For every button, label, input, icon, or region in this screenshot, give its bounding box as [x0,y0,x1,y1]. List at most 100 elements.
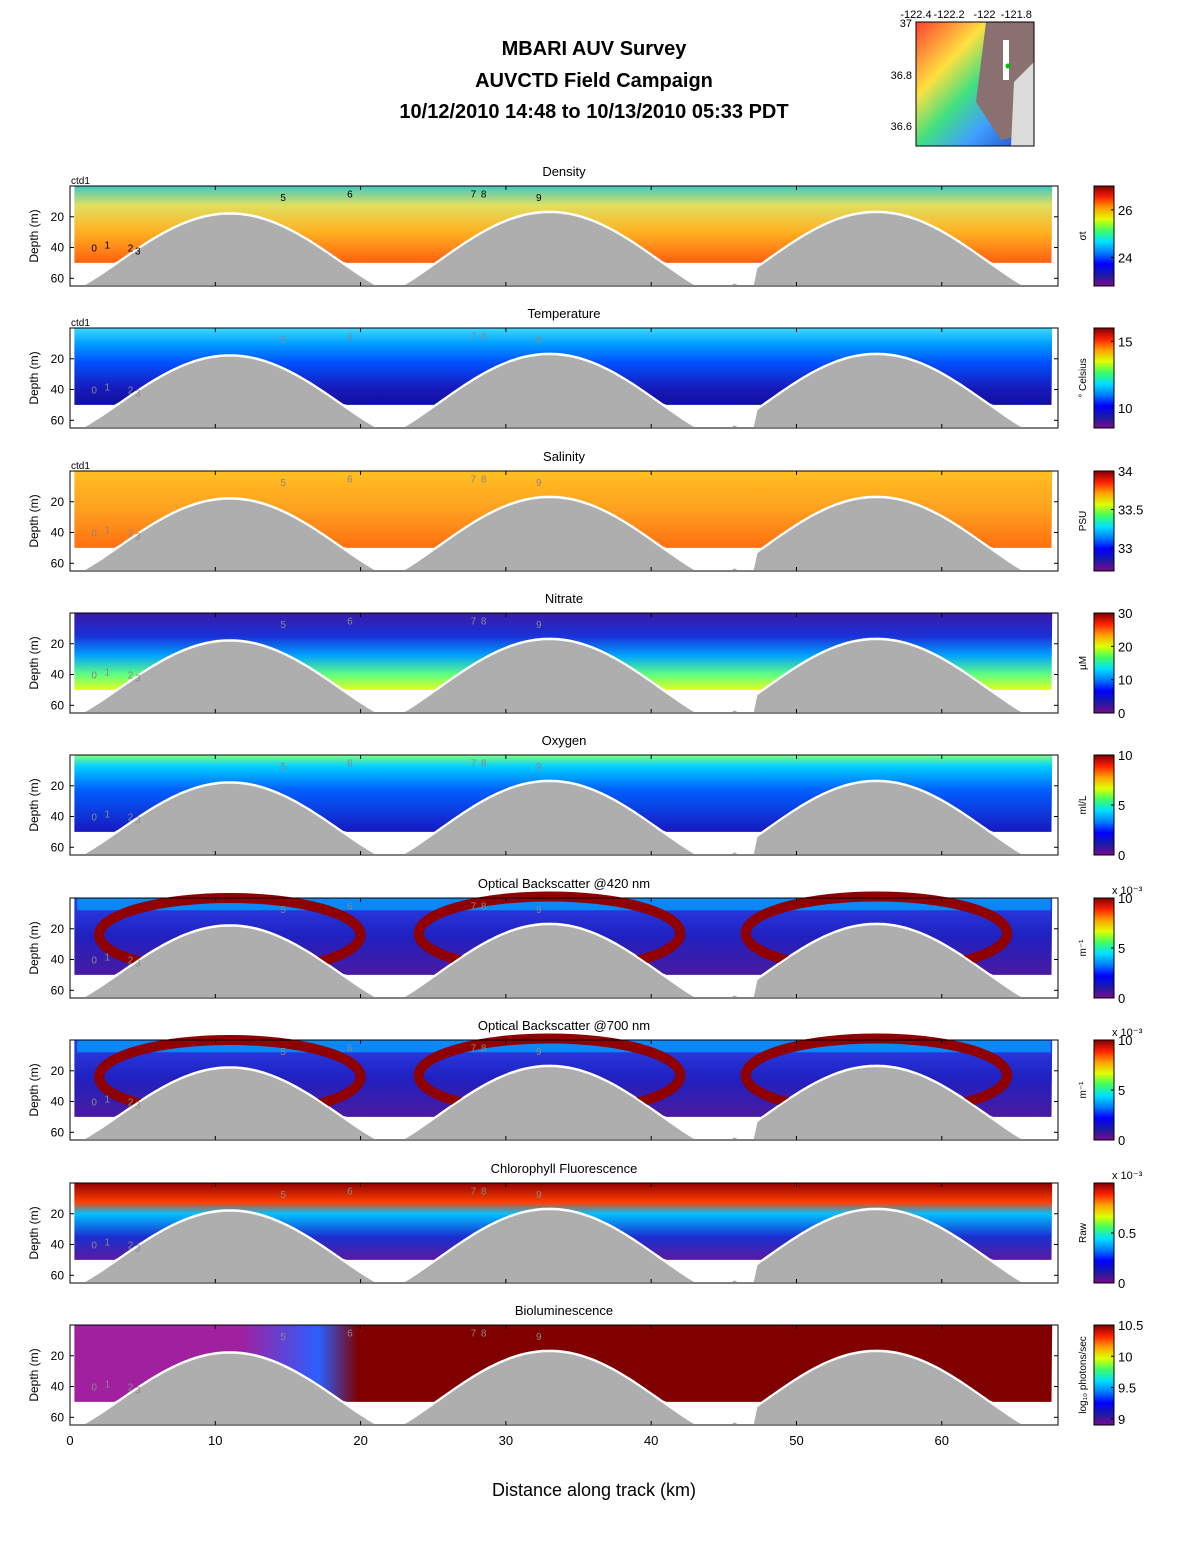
panel-title: Temperature [528,306,601,321]
y-tick-label: 20 [51,637,65,651]
profile-label: 5 [280,762,286,773]
profile-label: 9 [536,905,542,916]
y-tick-label: 40 [51,1095,65,1109]
colorbar-tick-label: 33.5 [1118,502,1143,517]
lat-tick-label: 36.6 [891,121,912,133]
profile-label: 5 [280,1190,286,1201]
y-tick-label: 60 [51,413,65,427]
profile-label: 8 [481,759,487,770]
colorbar-label: ° Celsius [1078,358,1089,398]
panel-title: Nitrate [545,591,583,606]
colorbar-tick-label: 30 [1118,606,1132,621]
profile-label: 1 [105,525,111,536]
profile-label: 6 [347,1187,353,1198]
profile-label: 6 [347,332,353,343]
profile-label: 7 [471,332,477,343]
data-field [74,755,1053,832]
profile-label: 0 [91,529,97,540]
profile-label: 7 [471,475,477,486]
y-tick-label: 60 [51,1125,65,1139]
colorbar-exponent: x 10⁻³ [1112,1170,1143,1182]
colorbar-label: log₁₀ photons/sec [1078,1336,1089,1414]
profile-label: 0 [91,1241,97,1252]
y-axis-label: Depth (m) [27,1206,41,1259]
profile-label: 7 [471,1329,477,1340]
profile-label: 3 [135,959,141,970]
profile-label: 8 [481,1044,487,1055]
x-tick-label: 50 [789,1433,803,1448]
y-axis-label: Depth (m) [27,209,41,262]
bathymetry [70,496,1058,572]
profile-label: ctd1 [71,318,90,329]
profile-label: 5 [280,193,286,204]
y-tick-label: 60 [51,1410,65,1424]
plot-frame [69,1324,1059,1426]
colorbar-tick-label: 33 [1118,541,1132,556]
y-tick-label: 40 [51,810,65,824]
profile-label: 8 [481,1329,487,1340]
colorbar-tick-label: 34 [1118,464,1132,479]
colorbar-tick-label: 0.5 [1118,1226,1136,1241]
panel-1: Density 20 40 60 Depth (m) ctd1 0 1 2 3 5 6 7 8 9 26 24 σ… [27,164,1132,287]
y-axis-label: Depth (m) [27,1063,41,1116]
profile-label: 8 [481,475,487,486]
y-tick-label: 60 [51,1268,65,1282]
bathymetry [70,353,1058,429]
y-tick-label: 60 [51,271,65,285]
colorbar-tick-label: 0 [1118,1276,1125,1291]
y-tick-label: 40 [51,1238,65,1252]
lon-tick-label: -121.8 [1001,9,1032,21]
plot-frame [69,185,1059,287]
colorbar-label: ml/L [1078,795,1089,814]
colorbar-label: Raw [1078,1222,1089,1243]
profile-label: 1 [105,382,111,393]
y-axis-label: Depth (m) [27,351,41,404]
panel-title: Oxygen [542,733,587,748]
profile-label: 2 [128,1098,134,1109]
lon-tick-label: -122 [973,9,995,21]
profile-label: 9 [536,1332,542,1343]
profile-label: 2 [128,386,134,397]
y-tick-label: 40 [51,526,65,540]
profile-label: 7 [471,1044,477,1055]
profile-label: 3 [135,247,141,258]
colorbar-label: σt [1078,231,1089,240]
colorbar-tick-label: 10 [1118,1349,1132,1364]
y-axis-label: Depth (m) [27,778,41,831]
colorbar-tick-label: 24 [1118,250,1132,265]
colorbar: 26 24 σt [1078,185,1132,287]
colorbar-tick-label: 0 [1118,1133,1125,1148]
map-inset: -122.4 -122.2 -122 -121.8 37 36.8 36.6 [891,9,1035,147]
y-tick-label: 20 [51,1064,65,1078]
map-frame [915,21,1035,147]
colorbar-tick-label: 5 [1118,798,1125,813]
colorbar-tick-label: 0 [1118,991,1125,1006]
profile-label: 6 [347,475,353,486]
profile-label: 2 [128,244,134,255]
figure-subtitle: AUVCTD Field Campaign [475,70,713,92]
data-field [74,613,1053,690]
profile-label: 9 [536,1047,542,1058]
figure-title: MBARI AUV Survey [501,38,687,60]
profile-label: 9 [536,335,542,346]
plot-frame [69,470,1059,572]
data-field [74,1183,1053,1260]
colorbar: 10 5 0 m⁻¹ x 10⁻³ [1078,1027,1143,1148]
profile-label: 8 [481,1187,487,1198]
panel-title: Salinity [543,449,585,464]
colorbar-label: m⁻¹ [1078,1081,1089,1099]
bathymetry [70,211,1058,287]
profile-label: 2 [128,813,134,824]
x-tick-label: 60 [935,1433,949,1448]
profile-label: 7 [471,190,477,201]
profile-label: 3 [135,1386,141,1397]
colorbar-tick-label: 9.5 [1118,1381,1136,1396]
profile-label: ctd1 [71,176,90,187]
y-tick-label: 40 [51,953,65,967]
colorbar-label: PSU [1078,511,1089,532]
profile-label: 6 [347,759,353,770]
colorbar-tick-label: 10 [1118,748,1132,763]
x-tick-label: 0 [66,1433,73,1448]
